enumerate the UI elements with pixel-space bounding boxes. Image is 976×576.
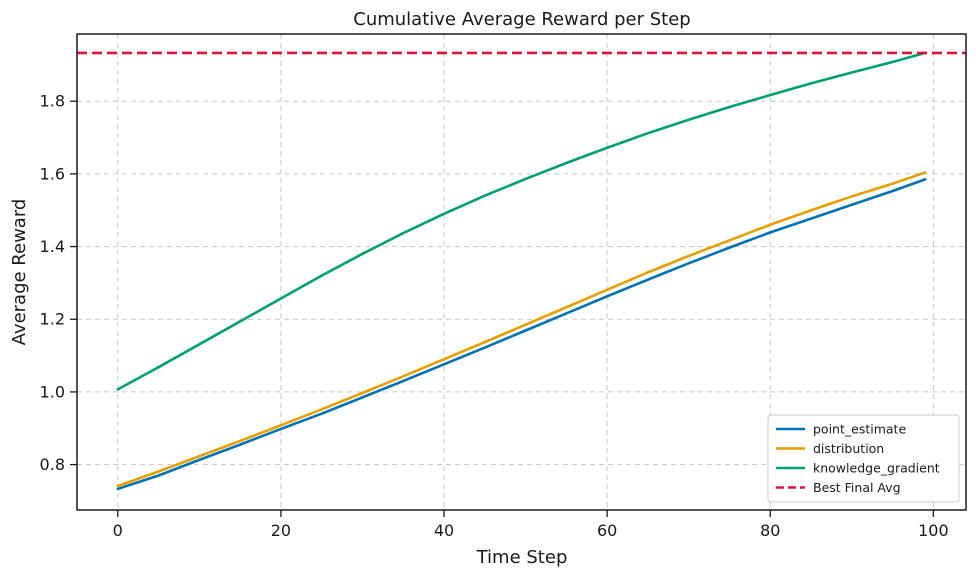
plot-frame [76, 33, 967, 511]
x-axis-title: Time Step [476, 547, 568, 568]
x-tick-label: 100 [918, 521, 949, 540]
legend: point_estimate distribution knowledge_grad… [767, 414, 960, 503]
plot-lines [77, 51, 966, 491]
y-tick-label: 0.8 [40, 455, 65, 474]
legend-label: Best Final Avg [813, 480, 901, 495]
y-tick-label: 1.4 [40, 237, 65, 256]
y-tick-label: 1.8 [40, 92, 65, 111]
series-line-distribution [116, 171, 927, 488]
y-tick-label: 1.2 [40, 310, 65, 329]
y-tick-label: 1.6 [40, 164, 65, 183]
y-tick-label: 1.0 [40, 382, 65, 401]
legend-box [767, 414, 960, 503]
series-line-point-estimate [116, 178, 927, 491]
legend-label: knowledge_gradient [813, 461, 940, 476]
x-tick-label: 80 [760, 521, 780, 540]
x-tick-label: 0 [113, 521, 123, 540]
legend-label: distribution [813, 441, 884, 456]
x-tick-label: 40 [434, 521, 454, 540]
legend-label: point_estimate [813, 422, 906, 437]
y-axis-title: Average Reward [9, 199, 30, 346]
x-tick-label: 20 [271, 521, 291, 540]
x-tick-label: 60 [597, 521, 617, 540]
grid [77, 34, 966, 510]
axis-ticks: 0 20 40 60 80 100 0.8 1.0 1.2 1.4 1.6 1.8 [40, 92, 949, 540]
chart-title: Cumulative Average Reward per Step [353, 9, 690, 30]
series-line-knowledge-gradient [116, 51, 927, 391]
